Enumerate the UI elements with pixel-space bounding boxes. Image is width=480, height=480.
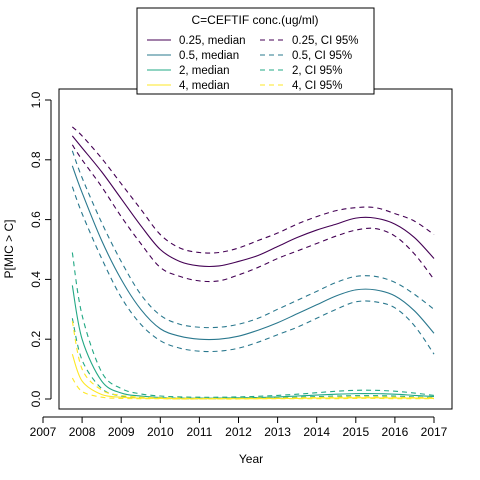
y-tick-label: 0.0 xyxy=(29,390,43,407)
legend-entries: 0.25, median 0.5, median 2, median 4, media… xyxy=(147,35,358,92)
legend-entry-label: 2, CI 95% xyxy=(292,65,343,77)
y-tick-label: 0.2 xyxy=(29,331,43,348)
x-tick-label: 2014 xyxy=(303,425,330,439)
legend-entry-label: 4, median xyxy=(179,80,230,92)
x-tick-label: 2009 xyxy=(108,425,135,439)
x-axis: 2007 2008 2009 2010 2011 2012 2013 2014 2015 2016… xyxy=(30,416,448,439)
x-tick-label: 2011 xyxy=(186,425,212,439)
series-line-0-25-median xyxy=(71,135,435,268)
series-line-0-5-ci-95-upper xyxy=(71,150,435,329)
legend-entry-label: 0.25, CI 95% xyxy=(292,35,358,47)
legend-entry-label: 0.25, median xyxy=(179,35,246,47)
legend-entry-label: 0.5, median xyxy=(179,50,239,62)
series-line-0-25-ci-95-lower xyxy=(71,144,435,283)
series-line-4-ci-95-lower xyxy=(71,377,434,400)
legend-box xyxy=(136,7,375,95)
y-axis: 0.0 0.2 0.4 0.6 0.8 1.0 xyxy=(29,91,52,407)
series-line-2-median xyxy=(71,285,435,399)
y-tick-label: 0.8 xyxy=(29,151,43,168)
x-tick-label: 2012 xyxy=(225,425,252,439)
series-line-0-5-median xyxy=(71,165,435,341)
series-line-0-25-ci-95-upper xyxy=(71,126,435,254)
legend-title: C=CEFTIF conc.(ug/ml) xyxy=(191,13,318,27)
series-line-2-ci-95-lower xyxy=(71,318,435,400)
legend-entry-label: 0.5, CI 95% xyxy=(292,50,352,62)
y-tick-label: 0.6 xyxy=(29,211,43,228)
series-line-4-ci-95-upper xyxy=(71,321,435,399)
x-tick-label: 2013 xyxy=(264,425,291,439)
series-line-4-median xyxy=(71,353,435,400)
x-tick-label: 2015 xyxy=(342,425,369,439)
series-line-2-ci-95-upper xyxy=(71,252,435,398)
x-tick-label: 2008 xyxy=(69,425,96,439)
series-line-0-5-ci-95-lower xyxy=(71,186,435,355)
legend: C=CEFTIF conc.(ug/ml) 0.25, median 0.5, m… xyxy=(136,7,375,95)
x-tick-label: 2017 xyxy=(421,425,448,439)
x-axis-label: Year xyxy=(239,452,263,466)
plot-frame xyxy=(58,88,453,410)
legend-entry-label: 2, median xyxy=(179,65,230,77)
x-tick-label: 2016 xyxy=(382,425,409,439)
x-tick-label: 2010 xyxy=(147,425,174,439)
y-tick-label: 1.0 xyxy=(29,91,43,108)
x-tick-label: 2007 xyxy=(30,425,57,439)
legend-entry-label: 4, CI 95% xyxy=(292,80,343,92)
series-layer xyxy=(71,126,435,400)
y-axis-label: P[MIC > C] xyxy=(2,219,16,278)
y-tick-label: 0.4 xyxy=(29,271,43,288)
